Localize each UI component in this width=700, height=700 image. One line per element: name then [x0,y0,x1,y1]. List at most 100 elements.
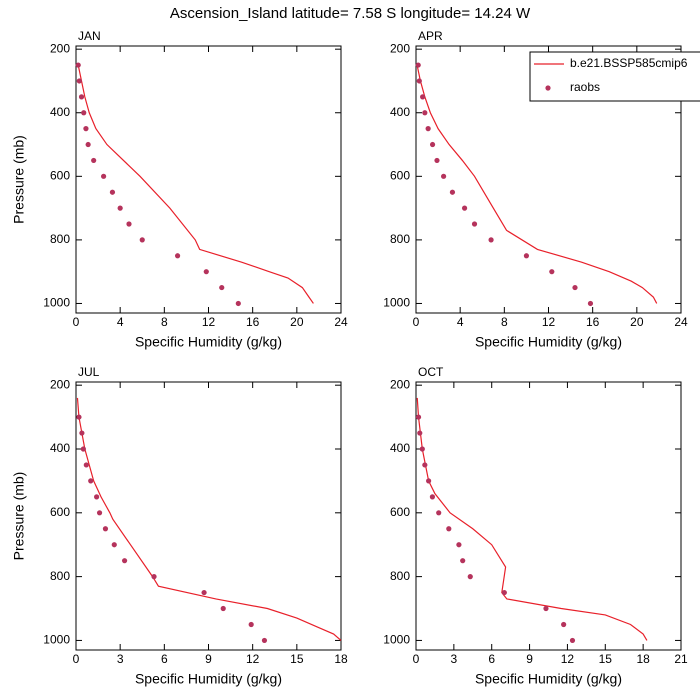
model-line [416,397,648,641]
x-tick-label: 20 [630,315,644,329]
x-tick-label: 24 [334,315,348,329]
legend-label: raobs [570,80,600,94]
x-tick-label: 12 [246,652,260,666]
panel-label: JAN [78,29,101,43]
raob-point [461,205,468,211]
model-line [416,64,658,304]
model-line [77,64,314,304]
y-tick-label: 200 [50,377,70,391]
y-tick-label: 600 [390,168,410,182]
raob-point [94,494,100,500]
raob-point [572,284,578,291]
raob-point [78,94,85,100]
plot-frame [75,381,342,651]
x-tick-label: 8 [501,315,508,329]
raob-point [587,300,594,307]
raob-point [151,574,157,580]
y-tick-label: 200 [390,41,410,55]
raob-point [471,221,478,227]
x-tick-label: 8 [161,315,168,329]
panel: 0 3 6 9 12 15 18 21 200 400 600 800 1000 OCT Specific … [383,365,688,687]
y-tick-label: 400 [50,441,70,455]
x-axis-label: Specific Humidity (g/kg) [135,671,282,687]
x-tick-label: 3 [451,652,458,666]
model-line [76,397,342,641]
x-tick-label: 9 [526,652,533,666]
raob-point [422,462,428,468]
raob-point [569,637,576,644]
plot-frame [415,381,682,651]
x-tick-label: 21 [674,652,688,666]
raob-point [76,414,82,420]
x-tick-label: 6 [488,652,495,666]
raob-point [96,510,103,516]
raob-point [80,446,86,452]
raob-point [83,462,89,468]
raob-point [419,446,425,452]
x-tick-label: 18 [334,652,348,666]
raob-point [79,430,85,436]
legend-box [529,51,700,102]
x-tick-label: 4 [117,315,124,329]
x-tick-label: 16 [586,315,600,329]
raob-point [415,414,422,420]
x-tick-label: 4 [457,315,464,329]
raob-point [76,78,82,84]
x-tick-label: 15 [290,652,304,666]
raob-point [488,237,494,243]
panel: 0 4 8 12 16 20 24 200 400 600 800 1000 JAN Specific H… [11,29,348,350]
y-tick-label: 600 [50,505,70,519]
raob-point [117,205,123,211]
y-tick-label: 400 [50,105,70,119]
y-axis-label: Pressure (mb) [11,135,27,224]
raob-point [81,110,87,116]
raob-point [426,478,432,484]
raob-point [220,605,226,612]
raob-point [201,589,207,596]
raob-point [441,173,447,179]
panel-label: OCT [418,365,444,379]
panel: 0 3 6 9 12 15 18 200 400 600 800 1000 JUL Specific Hu… [11,365,348,687]
x-tick-label: 6 [161,652,168,666]
raob-point [501,589,507,596]
x-tick-label: 15 [599,652,613,666]
raob-point [102,526,109,532]
x-axis-label: Specific Humidity (g/kg) [475,671,622,687]
y-tick-label: 600 [50,168,70,182]
x-tick-label: 3 [117,652,124,666]
x-tick-label: 0 [413,315,420,329]
raob-point [446,526,452,532]
x-axis-label: Specific Humidity (g/kg) [135,334,282,350]
panel-label: JUL [78,365,100,379]
x-tick-label: 12 [561,652,575,666]
raob-point [436,510,442,516]
legend-label: b.e21.BSSP585cmip6 [570,56,688,70]
panel: 0 4 8 12 16 20 24 200 400 600 800 1000 APR Specific H… [383,29,700,350]
x-tick-label: 12 [202,315,216,329]
x-tick-label: 12 [542,315,556,329]
raob-point [109,189,116,195]
legend-marker [545,85,551,91]
raob-point [248,621,254,628]
y-tick-label: 200 [50,41,70,55]
raob-point [235,300,241,307]
raob-point [83,126,89,132]
raob-point [101,173,107,179]
raob-point [422,110,428,116]
y-axis-label: Pressure (mb) [11,472,27,561]
raob-point [549,269,555,275]
x-tick-label: 24 [674,315,688,329]
x-tick-label: 16 [246,315,260,329]
raob-point [429,494,436,500]
y-tick-label: 600 [390,505,410,519]
x-tick-label: 0 [413,652,420,666]
raob-point [75,62,81,68]
y-tick-label: 1000 [43,296,70,310]
raob-point [261,637,268,644]
raob-point [416,78,422,84]
x-tick-label: 0 [73,315,80,329]
x-tick-label: 9 [205,652,212,666]
x-tick-label: 0 [73,652,80,666]
x-tick-label: 18 [636,652,650,666]
